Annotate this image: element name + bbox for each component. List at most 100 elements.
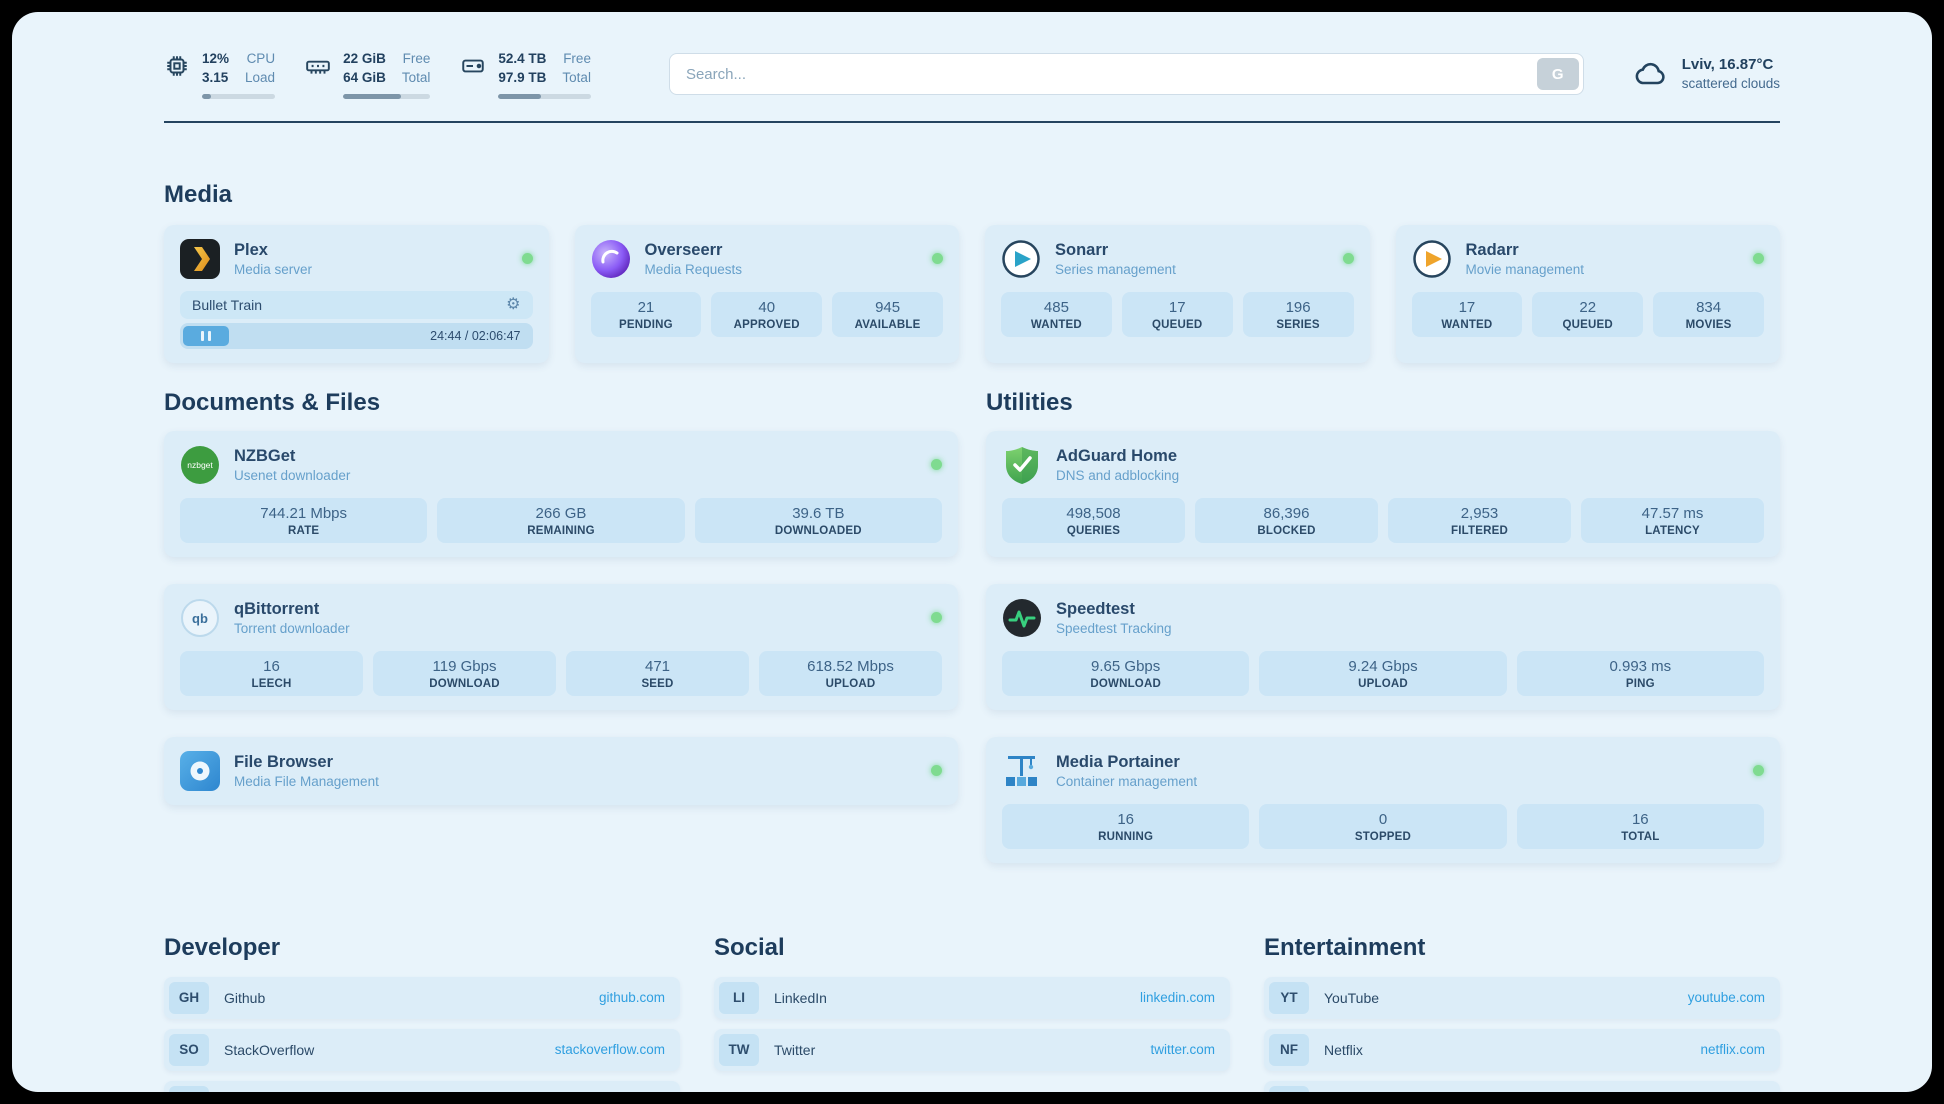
gear-icon[interactable]: ⚙ — [506, 295, 521, 313]
bookmark-youtube[interactable]: YT YouTube youtube.com — [1264, 976, 1780, 1019]
service-link-overseerr[interactable]: Overseerr Media Requests — [591, 239, 742, 279]
player-time: 24:44 / 02:06:47 — [430, 328, 521, 343]
bookmark-netflix[interactable]: NF Netflix netflix.com — [1264, 1028, 1780, 1071]
memory-widget: 22 GiB Free 64 GiB Total — [305, 50, 431, 99]
status-dot — [1753, 253, 1764, 265]
card-overseerr: Overseerr Media Requests 21 PENDING 40 APP… — [574, 224, 959, 363]
stat-label: TOTAL — [1621, 830, 1660, 843]
qbittorrent-icon: qb — [180, 598, 220, 638]
stat-wanted: 485 WANTED — [1001, 291, 1112, 337]
stat-value: 17 — [1168, 298, 1186, 316]
stats-row: 21 PENDING 40 APPROVED 945 AVAILABLE — [590, 291, 943, 337]
bookmark-name: StackOverflow — [224, 1041, 315, 1058]
stat-value: 9.65 Gbps — [1091, 657, 1161, 675]
service-link-speedtest[interactable]: Speedtest Speedtest Tracking — [1002, 598, 1172, 638]
stat-ping: 0.993 ms PING — [1516, 650, 1764, 696]
stat-label: SEED — [641, 677, 674, 690]
stat-label: STOPPED — [1354, 830, 1412, 843]
stat-series: 196 SERIES — [1242, 291, 1354, 337]
bookmark-stackoverflow[interactable]: SO StackOverflow stackoverflow.com — [164, 1028, 680, 1071]
bookmark-abbr: YT — [1269, 981, 1309, 1014]
overseerr-icon — [591, 239, 631, 279]
bookmark-reddit[interactable]: RE Reddit reddit.com — [1264, 1080, 1780, 1092]
service-name: File Browser — [234, 752, 334, 771]
stat-label: MOVIES — [1685, 318, 1732, 331]
bookmark-linkedin[interactable]: LI LinkedIn linkedin.com — [714, 976, 1230, 1019]
service-link-radarr[interactable]: Radarr Movie management — [1412, 239, 1584, 279]
stat-wanted: 17 WANTED — [1411, 291, 1523, 337]
storage-label-bottom: Total — [562, 69, 591, 85]
plex-icon — [180, 238, 220, 279]
search-provider-button[interactable]: G — [1536, 58, 1579, 91]
bookmark-github[interactable]: GH Github github.com — [164, 976, 680, 1019]
bookmark-name: YouTube — [1324, 989, 1380, 1006]
bookmark-url: stackoverflow.com — [554, 1042, 665, 1058]
portainer-icon — [1002, 751, 1042, 791]
bookmark-url: twitter.com — [1150, 1042, 1215, 1058]
cpu-load: 3.15 — [202, 69, 229, 85]
service-desc: Torrent downloader — [234, 620, 350, 636]
search-bar[interactable]: G — [668, 53, 1584, 96]
pause-button[interactable] — [183, 325, 229, 346]
service-link-qbittorrent[interactable]: qb qBittorrent Torrent downloader — [180, 598, 350, 638]
bookmark-name: Twitter — [774, 1041, 816, 1058]
cpu-icon — [164, 53, 190, 79]
player-progress-bar[interactable]: 24:44 / 02:06:47 — [180, 322, 533, 349]
search-input[interactable] — [673, 65, 1537, 83]
service-link-adguard[interactable]: AdGuard Home DNS and adblocking — [1002, 445, 1179, 485]
service-name: Speedtest — [1056, 599, 1135, 618]
status-dot — [521, 253, 533, 265]
service-link-nzbget[interactable]: nzbget NZBGet Usenet downloader — [180, 445, 350, 485]
stat-label: LATENCY — [1645, 524, 1700, 537]
memory-free: 22 GiB — [343, 51, 386, 66]
section-developer: Developer GH Github github.com SO StackO… — [164, 934, 680, 1092]
stat-label: DOWNLOAD — [429, 677, 500, 690]
service-desc: Usenet downloader — [234, 467, 351, 483]
weather-condition: scattered clouds — [1681, 76, 1780, 92]
stats-row: 17 WANTED 22 QUEUED 834 MOVIES — [1411, 291, 1764, 337]
dashboard-page: 12% CPU 3.15 Load 22 GiB Free 64 GiB Tot… — [12, 12, 1932, 1092]
service-name: NZBGet — [234, 446, 296, 465]
storage-free: 52.4 TB — [498, 51, 547, 66]
weather-widget: Lviv, 16.87°C scattered clouds — [1632, 55, 1780, 93]
storage-label-top: Free — [563, 51, 591, 66]
bookmark-url: github.com — [598, 990, 665, 1006]
speedtest-icon — [1002, 598, 1042, 638]
card-adguard: AdGuard Home DNS and adblocking 498,508 Q… — [986, 430, 1780, 557]
service-link-filebrowser[interactable]: File Browser Media File Management — [180, 750, 379, 791]
service-link-plex[interactable]: Plex Media server — [180, 238, 312, 279]
svg-text:nzbget: nzbget — [187, 460, 213, 470]
memory-progress — [343, 93, 431, 99]
bookmark-dev[interactable]: DT DEV dev.to — [164, 1080, 680, 1092]
stat-download: 119 Gbps DOWNLOAD — [373, 650, 556, 696]
stat-label: UPLOAD — [1358, 677, 1408, 690]
bookmark-abbr: SO — [169, 1033, 209, 1066]
stat-downloaded: 39.6 TB DOWNLOADED — [694, 497, 942, 543]
stat-total: 16 TOTAL — [1516, 803, 1764, 849]
stat-value: 485 — [1043, 298, 1069, 316]
stat-value: 16 — [1631, 810, 1649, 828]
memory-total: 64 GiB — [343, 69, 386, 85]
stat-download: 9.65 Gbps DOWNLOAD — [1002, 650, 1250, 696]
stat-label: SERIES — [1276, 318, 1320, 331]
bookmark-abbr: RE — [1269, 1085, 1309, 1092]
stat-movies: 834 MOVIES — [1653, 291, 1764, 337]
stat-value: 196 — [1285, 298, 1311, 316]
bookmark-url: linkedin.com — [1139, 990, 1215, 1006]
bookmark-url: youtube.com — [1687, 990, 1765, 1006]
stat-remaining: 266 GB REMAINING — [437, 497, 685, 543]
card-sonarr: Sonarr Series management 485 WANTED 17 QUE… — [985, 224, 1370, 363]
service-link-sonarr[interactable]: Sonarr Series management — [1001, 239, 1176, 279]
section-entertainment: Entertainment YT YouTube youtube.com NF … — [1264, 934, 1780, 1092]
card-filebrowser: File Browser Media File Management — [164, 736, 958, 805]
bookmark-twitter[interactable]: TW Twitter twitter.com — [714, 1028, 1230, 1071]
stats-row: 9.65 Gbps DOWNLOAD 9.24 Gbps UPLOAD 0.993 … — [1002, 650, 1764, 696]
stat-value: 945 — [875, 298, 901, 316]
service-name: qBittorrent — [234, 599, 320, 618]
stat-value: 17 — [1458, 298, 1476, 316]
stats-row: 16 RUNNING 0 STOPPED 16 TOTAL — [1002, 803, 1764, 849]
stats-row: 498,508 QUERIES 86,396 BLOCKED 2,953 FILTER… — [1002, 497, 1764, 543]
section-title-entertainment: Entertainment — [1264, 933, 1426, 961]
bookmark-name: LinkedIn — [774, 989, 827, 1006]
service-link-portainer[interactable]: Media Portainer Container management — [1002, 751, 1197, 791]
